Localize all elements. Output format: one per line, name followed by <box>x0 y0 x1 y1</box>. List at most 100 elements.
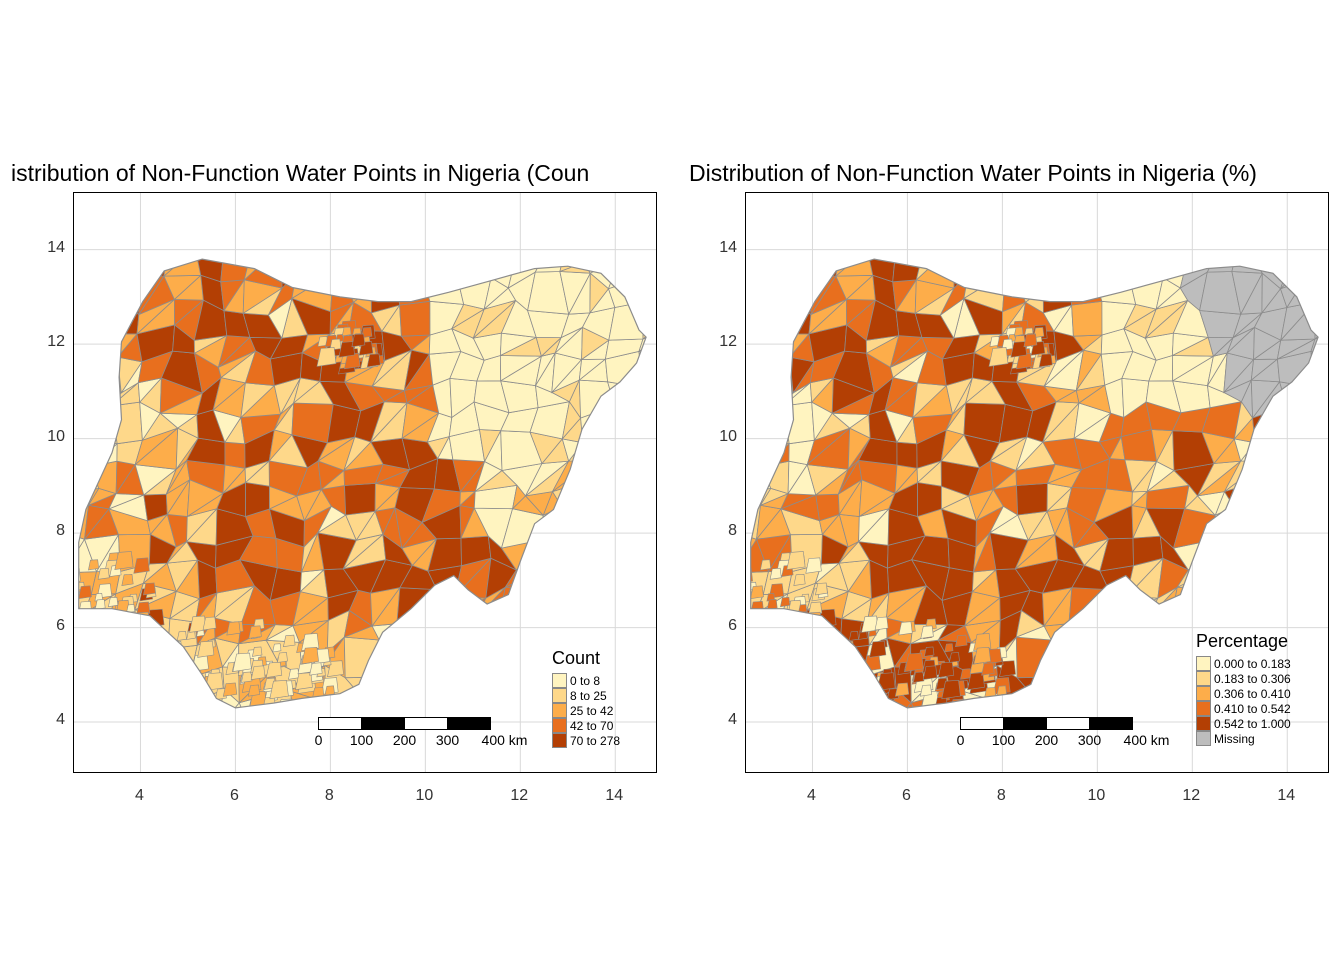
lga-polygon <box>784 617 802 635</box>
lga-polygon <box>265 661 283 678</box>
lga-polygon <box>999 660 1016 678</box>
lga-polygon <box>129 613 147 630</box>
country-border <box>78 258 647 709</box>
lga-polygon <box>846 652 859 665</box>
lga-polygon <box>285 701 294 708</box>
lga-polygon <box>852 695 862 705</box>
percent-legend: Percentage 0.000 to 0.183 0.183 to 0.306 0… <box>1196 631 1291 746</box>
lga-polygon <box>955 634 968 648</box>
y-tick-label: 8 <box>56 522 65 540</box>
lga-polygon <box>805 557 822 574</box>
lga-polygon <box>561 479 590 514</box>
lga-polygon <box>89 460 118 495</box>
lga-polygon <box>607 280 644 308</box>
scale-bar-label: 100 <box>991 732 1016 748</box>
legend-item: 0 to 8 <box>552 673 620 688</box>
legend-item: 25 to 42 <box>552 703 620 718</box>
legend-swatch <box>1196 701 1211 716</box>
x-tick-label: 10 <box>1087 787 1106 804</box>
lga-polygon <box>762 618 775 631</box>
lga-polygon <box>277 652 288 663</box>
y-tick-label: 12 <box>719 333 737 351</box>
lga-polygon <box>1013 326 1024 337</box>
y-tick-label: 4 <box>56 711 65 729</box>
legend-item: 0.183 to 0.306 <box>1196 671 1291 686</box>
lga-polygon <box>1033 327 1045 339</box>
nigeria-percent-map <box>746 193 1328 772</box>
lga-polygon <box>283 634 296 648</box>
legend-label: 0.000 to 0.183 <box>1214 656 1291 671</box>
country-border <box>750 258 1319 709</box>
lga-polygon <box>607 259 647 290</box>
scale-bar-label: 400 km <box>481 732 528 748</box>
lga-polygon <box>834 644 870 679</box>
lga-polygon <box>913 671 925 683</box>
lga-polygon <box>851 690 866 705</box>
scale-bar-graphic <box>960 717 1133 730</box>
lga-polygon <box>904 652 924 672</box>
lga-polygon <box>780 610 801 631</box>
lga-polygon <box>396 587 438 625</box>
legend-item: Missing <box>1196 731 1291 746</box>
lga-polygon <box>774 629 785 640</box>
lga-polygon <box>133 557 150 574</box>
x-tick-label: 6 <box>229 787 239 804</box>
legend-swatch <box>552 733 567 748</box>
lga-polygon <box>316 347 337 367</box>
lga-polygon <box>276 701 289 708</box>
scale-bar-label: 200 <box>392 732 417 748</box>
lga-polygon <box>1310 350 1319 388</box>
lga-polygon <box>779 609 811 651</box>
lga-polygon <box>309 662 323 676</box>
lga-polygon <box>90 618 103 631</box>
lga-polygon <box>769 567 782 580</box>
lga-polygon <box>957 701 966 708</box>
lga-polygon <box>1280 259 1319 290</box>
lga-polygon <box>981 662 995 676</box>
y-tick-label: 6 <box>56 616 65 634</box>
lga-polygon <box>948 702 961 708</box>
lga-polygon <box>107 609 139 651</box>
lga-polygon <box>854 673 870 689</box>
lga-polygon <box>222 682 238 697</box>
legend-item: 0.306 to 0.410 <box>1196 686 1291 701</box>
lga-polygon <box>973 646 991 665</box>
legend-swatch <box>1196 671 1211 686</box>
lga-polygon <box>638 350 647 388</box>
legend-swatch <box>1196 716 1211 731</box>
lga-polygon <box>351 333 366 348</box>
lga-polygon <box>248 625 262 639</box>
lga-polygon <box>448 597 487 617</box>
lga-polygon <box>301 646 319 665</box>
x-tick-label: 6 <box>901 787 911 804</box>
lga-polygon <box>269 679 289 700</box>
legend-label: 25 to 42 <box>570 703 614 718</box>
legend-label: 0.542 to 1.000 <box>1214 716 1291 731</box>
lga-polygon <box>481 259 517 279</box>
lga-polygon <box>1250 379 1281 420</box>
lga-polygon <box>1023 333 1038 348</box>
lga-polygon <box>288 668 300 680</box>
lga-polygon <box>937 661 955 678</box>
lga-polygon <box>786 551 806 570</box>
lga-polygon <box>869 640 887 658</box>
lga-polygon <box>102 629 113 640</box>
scale-bar-label: 0 <box>956 732 965 748</box>
lga-polygon <box>924 646 935 657</box>
lga-polygon <box>1279 381 1315 407</box>
lga-polygon <box>281 259 297 290</box>
legend-item: 0.000 to 0.183 <box>1196 656 1291 671</box>
lga-polygon <box>1280 259 1319 289</box>
lga-polygon <box>247 684 260 697</box>
lga-polygon <box>114 551 134 570</box>
scale-bar-label: 300 <box>1077 732 1102 748</box>
lga-polygon <box>953 259 969 290</box>
lga-polygon <box>276 702 289 708</box>
lga-polygon <box>241 671 253 683</box>
lga-polygon <box>97 567 110 580</box>
lga-polygon <box>97 634 110 646</box>
scale-bar-label: 300 <box>435 732 460 748</box>
lga-polygon <box>87 405 118 445</box>
lga-polygon <box>834 259 874 277</box>
scale-bar: 0 100 200 300 400 km <box>957 717 1169 748</box>
